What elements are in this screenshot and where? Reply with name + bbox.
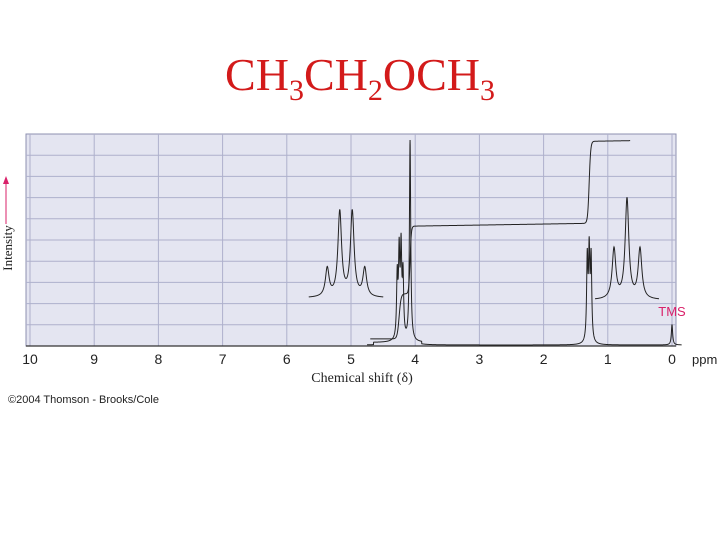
y-axis-label: Intensity [0,225,15,271]
formula-text: OCH [382,49,480,100]
formula-subscript: 2 [367,74,383,107]
x-tick-label: 9 [90,351,98,367]
x-tick-label: 0 [668,351,676,367]
copyright-notice: ©2004 Thomson - Brooks/Cole [8,394,159,406]
x-tick-labels: 10 9 8 7 6 5 4 3 2 1 0 [22,351,676,367]
x-tick-label: 1 [604,351,612,367]
x-tick-label: 2 [540,351,548,367]
x-tick-label: 6 [283,351,291,367]
integration-curve [370,140,631,340]
x-tick-label: 8 [155,351,163,367]
slide-title: CH3CH2OCH3 [0,52,720,106]
y-axis-label-group: Intensity [0,225,15,271]
formula-subscript: 3 [288,74,304,107]
tms-label: TMS [658,304,686,319]
formula-text: CH [225,49,289,100]
quartet-inset [308,209,384,298]
formula-text: CH [303,49,368,100]
x-tick-label: 3 [476,351,484,367]
grid-lines [26,134,676,346]
x-tick-label: 5 [347,351,355,367]
x-tick-label: 7 [219,351,227,367]
x-tick-label: 10 [22,351,38,367]
x-unit-label: ppm [692,352,717,367]
triplet-inset [594,197,660,300]
x-tick-label: 4 [411,351,419,367]
nmr-spectrum-chart: 10 9 8 7 6 5 4 3 2 1 0 ppm Chemical shift (δ) Inte… [0,133,717,386]
x-axis-label: Chemical shift (δ) [311,371,413,386]
y-axis-arrowhead [3,176,9,184]
formula-subscript: 3 [479,74,495,107]
spectrum-trace [367,139,682,346]
